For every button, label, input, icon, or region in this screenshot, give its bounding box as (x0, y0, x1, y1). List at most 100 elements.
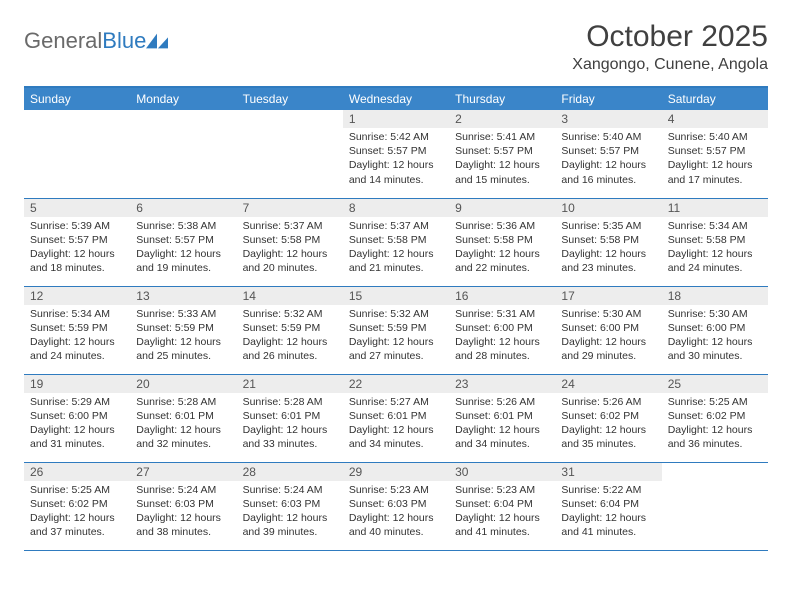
sunrise-value: 5:37 AM (390, 220, 429, 232)
daylight-label: Daylight: (455, 248, 496, 260)
day-body: Sunrise: 5:23 AMSunset: 6:04 PMDaylight:… (449, 481, 555, 546)
calendar-cell: 16Sunrise: 5:31 AMSunset: 6:00 PMDayligh… (449, 286, 555, 374)
sunrise-label: Sunrise: (561, 484, 600, 496)
sunrise-value: 5:39 AM (71, 220, 110, 232)
sunrise-label: Sunrise: (136, 484, 175, 496)
sunset-value: 5:58 PM (494, 234, 533, 246)
sunrise-value: 5:36 AM (497, 220, 536, 232)
sunrise-value: 5:31 AM (497, 308, 536, 320)
sunset-label: Sunset: (668, 410, 704, 422)
day-number: 21 (237, 375, 343, 393)
calendar-row: ......1Sunrise: 5:42 AMSunset: 5:57 PMDa… (24, 110, 768, 198)
calendar-head: SundayMondayTuesdayWednesdayThursdayFrid… (24, 88, 768, 110)
calendar-cell: 12Sunrise: 5:34 AMSunset: 5:59 PMDayligh… (24, 286, 130, 374)
day-number: 11 (662, 199, 768, 217)
calendar-cell: 26Sunrise: 5:25 AMSunset: 6:02 PMDayligh… (24, 462, 130, 550)
sunrise-value: 5:40 AM (603, 131, 642, 143)
sunset-label: Sunset: (30, 322, 66, 334)
sunset-label: Sunset: (455, 498, 491, 510)
day-header: Thursday (449, 88, 555, 110)
day-number: 29 (343, 463, 449, 481)
sunset-label: Sunset: (136, 410, 172, 422)
sunset-value: 6:02 PM (706, 410, 745, 422)
sunset-value: 6:03 PM (175, 498, 214, 510)
calendar-cell: 8Sunrise: 5:37 AMSunset: 5:58 PMDaylight… (343, 198, 449, 286)
day-number: 30 (449, 463, 555, 481)
calendar-cell: 6Sunrise: 5:38 AMSunset: 5:57 PMDaylight… (130, 198, 236, 286)
sunset-label: Sunset: (561, 498, 597, 510)
day-body: Sunrise: 5:32 AMSunset: 5:59 PMDaylight:… (237, 305, 343, 370)
sunrise-value: 5:28 AM (178, 396, 217, 408)
day-header: Friday (555, 88, 661, 110)
day-body: Sunrise: 5:33 AMSunset: 5:59 PMDaylight:… (130, 305, 236, 370)
day-body: Sunrise: 5:37 AMSunset: 5:58 PMDaylight:… (237, 217, 343, 282)
daylight-label: Daylight: (136, 424, 177, 436)
calendar-cell: 24Sunrise: 5:26 AMSunset: 6:02 PMDayligh… (555, 374, 661, 462)
sunrise-value: 5:25 AM (709, 396, 748, 408)
calendar-cell: 31Sunrise: 5:22 AMSunset: 6:04 PMDayligh… (555, 462, 661, 550)
sunrise-label: Sunrise: (30, 220, 69, 232)
calendar-cell: 14Sunrise: 5:32 AMSunset: 5:59 PMDayligh… (237, 286, 343, 374)
sunset-value: 5:59 PM (281, 322, 320, 334)
sunset-label: Sunset: (668, 145, 704, 157)
daylight-label: Daylight: (30, 248, 71, 260)
daylight-label: Daylight: (455, 336, 496, 348)
day-body: Sunrise: 5:40 AMSunset: 5:57 PMDaylight:… (555, 128, 661, 193)
title-block: October 2025 Xangongo, Cunene, Angola (572, 20, 768, 74)
sunset-label: Sunset: (455, 145, 491, 157)
day-body: Sunrise: 5:35 AMSunset: 5:58 PMDaylight:… (555, 217, 661, 282)
daylight-label: Daylight: (136, 248, 177, 260)
sunset-label: Sunset: (668, 234, 704, 246)
sunrise-label: Sunrise: (668, 220, 707, 232)
day-body: Sunrise: 5:32 AMSunset: 5:59 PMDaylight:… (343, 305, 449, 370)
sunset-label: Sunset: (349, 145, 385, 157)
sunrise-label: Sunrise: (455, 131, 494, 143)
day-body: Sunrise: 5:40 AMSunset: 5:57 PMDaylight:… (662, 128, 768, 193)
daylight-label: Daylight: (561, 336, 602, 348)
calendar-cell: 5Sunrise: 5:39 AMSunset: 5:57 PMDaylight… (24, 198, 130, 286)
day-body: Sunrise: 5:27 AMSunset: 6:01 PMDaylight:… (343, 393, 449, 458)
sunset-label: Sunset: (561, 322, 597, 334)
daylight-label: Daylight: (455, 424, 496, 436)
sunset-label: Sunset: (136, 498, 172, 510)
sunset-label: Sunset: (561, 145, 597, 157)
sunset-value: 5:58 PM (387, 234, 426, 246)
sunrise-value: 5:40 AM (709, 131, 748, 143)
sunrise-label: Sunrise: (561, 308, 600, 320)
daylight-label: Daylight: (30, 336, 71, 348)
day-body: Sunrise: 5:42 AMSunset: 5:57 PMDaylight:… (343, 128, 449, 193)
calendar-cell: 20Sunrise: 5:28 AMSunset: 6:01 PMDayligh… (130, 374, 236, 462)
sunset-label: Sunset: (455, 234, 491, 246)
calendar-cell: 27Sunrise: 5:24 AMSunset: 6:03 PMDayligh… (130, 462, 236, 550)
sunrise-label: Sunrise: (30, 308, 69, 320)
day-body: Sunrise: 5:36 AMSunset: 5:58 PMDaylight:… (449, 217, 555, 282)
day-body: Sunrise: 5:38 AMSunset: 5:57 PMDaylight:… (130, 217, 236, 282)
day-body: Sunrise: 5:28 AMSunset: 6:01 PMDaylight:… (237, 393, 343, 458)
daylight-label: Daylight: (349, 336, 390, 348)
calendar-row: 19Sunrise: 5:29 AMSunset: 6:00 PMDayligh… (24, 374, 768, 462)
calendar-cell: 18Sunrise: 5:30 AMSunset: 6:00 PMDayligh… (662, 286, 768, 374)
calendar-cell: .. (24, 110, 130, 198)
daylight-label: Daylight: (243, 248, 284, 260)
sunset-label: Sunset: (455, 410, 491, 422)
day-body: Sunrise: 5:41 AMSunset: 5:57 PMDaylight:… (449, 128, 555, 193)
day-number: 5 (24, 199, 130, 217)
sunrise-label: Sunrise: (349, 484, 388, 496)
day-number: 20 (130, 375, 236, 393)
sunset-value: 6:04 PM (494, 498, 533, 510)
sunset-value: 5:57 PM (494, 145, 533, 157)
sunrise-value: 5:25 AM (71, 484, 110, 496)
sunset-label: Sunset: (668, 322, 704, 334)
sunrise-value: 5:22 AM (603, 484, 642, 496)
sunrise-value: 5:30 AM (709, 308, 748, 320)
calendar-cell: 11Sunrise: 5:34 AMSunset: 5:58 PMDayligh… (662, 198, 768, 286)
sunset-value: 5:58 PM (281, 234, 320, 246)
sunrise-label: Sunrise: (136, 396, 175, 408)
day-body: Sunrise: 5:31 AMSunset: 6:00 PMDaylight:… (449, 305, 555, 370)
day-number: 31 (555, 463, 661, 481)
day-header: Tuesday (237, 88, 343, 110)
sunrise-value: 5:28 AM (284, 396, 323, 408)
sunset-label: Sunset: (561, 410, 597, 422)
calendar-cell: 4Sunrise: 5:40 AMSunset: 5:57 PMDaylight… (662, 110, 768, 198)
sunset-label: Sunset: (136, 234, 172, 246)
